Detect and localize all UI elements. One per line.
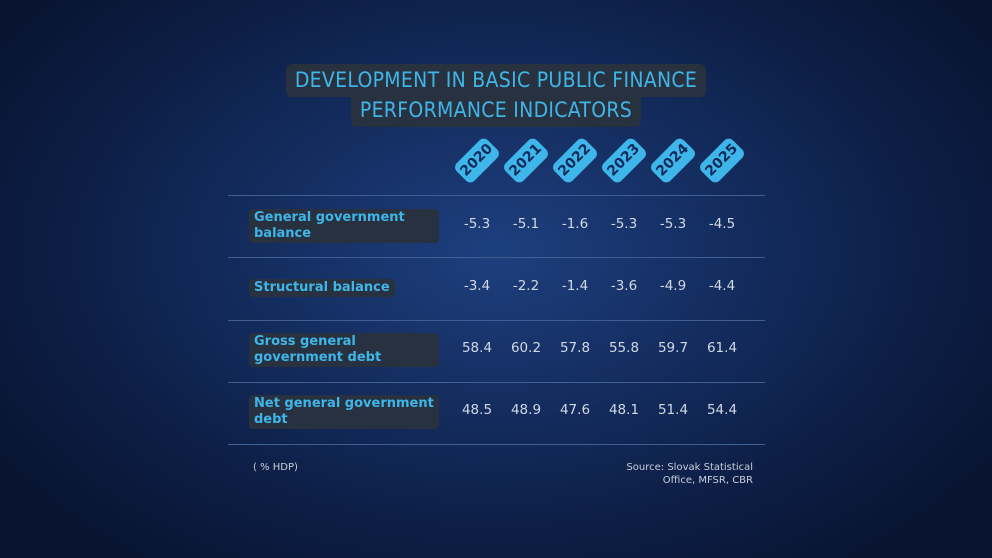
table-cell: -2.2 <box>512 278 540 294</box>
table-cell: -5.1 <box>512 216 540 232</box>
table-cell: 54.4 <box>706 402 738 418</box>
row-divider <box>228 257 765 258</box>
table-cell: 48.5 <box>461 402 493 418</box>
source-line-2: Office, MFSR, CBR <box>662 475 753 486</box>
title-line-1: DEVELOPMENT IN BASIC PUBLIC FINANCE <box>285 64 707 97</box>
table-cell: 47.6 <box>559 402 591 418</box>
row-label: Structural balance <box>249 279 395 297</box>
table-cell: 58.4 <box>461 340 493 356</box>
table-cell: -3.6 <box>610 278 638 294</box>
table-cell: 59.7 <box>657 340 689 356</box>
row-divider <box>228 320 765 321</box>
table-cell: -5.3 <box>610 216 638 232</box>
year-badge-2024: 2024 <box>648 135 698 185</box>
year-badge-2025: 2025 <box>697 135 747 185</box>
row-divider <box>228 444 765 445</box>
source-note: Source: Slovak Statistical Office, MFSR,… <box>626 461 753 487</box>
year-badge-2020: 2020 <box>452 135 502 185</box>
table-cell: 48.1 <box>608 402 640 418</box>
table-cell: 60.2 <box>510 340 542 356</box>
table-cell: -5.3 <box>463 216 491 232</box>
row-label: Gross general government debt <box>249 333 439 367</box>
year-badge-2022: 2022 <box>550 135 600 185</box>
table-cell: -3.4 <box>463 278 491 294</box>
table-cell: 57.8 <box>559 340 591 356</box>
table-cell: 55.8 <box>608 340 640 356</box>
table-cell: 51.4 <box>657 402 689 418</box>
row-label: General government balance <box>249 209 439 243</box>
table-cell: 48.9 <box>510 402 542 418</box>
table-cell: -5.3 <box>659 216 687 232</box>
table-cell: -4.5 <box>708 216 736 232</box>
title-line-2: PERFORMANCE INDICATORS <box>350 94 642 127</box>
table-cell: 61.4 <box>706 340 738 356</box>
row-divider <box>228 382 765 383</box>
source-line-1: Source: Slovak Statistical <box>626 462 753 473</box>
table-cell: -4.9 <box>659 278 687 294</box>
row-divider <box>228 195 765 196</box>
table-cell: -4.4 <box>708 278 736 294</box>
unit-note: ( % HDP) <box>253 462 298 473</box>
table-cell: -1.6 <box>561 216 589 232</box>
year-badge-2023: 2023 <box>599 135 649 185</box>
table-cell: -1.4 <box>561 278 589 294</box>
chart-title: DEVELOPMENT IN BASIC PUBLIC FINANCE PERF… <box>0 64 992 127</box>
year-badge-2021: 2021 <box>501 135 551 185</box>
row-label: Net general government debt <box>249 395 439 429</box>
